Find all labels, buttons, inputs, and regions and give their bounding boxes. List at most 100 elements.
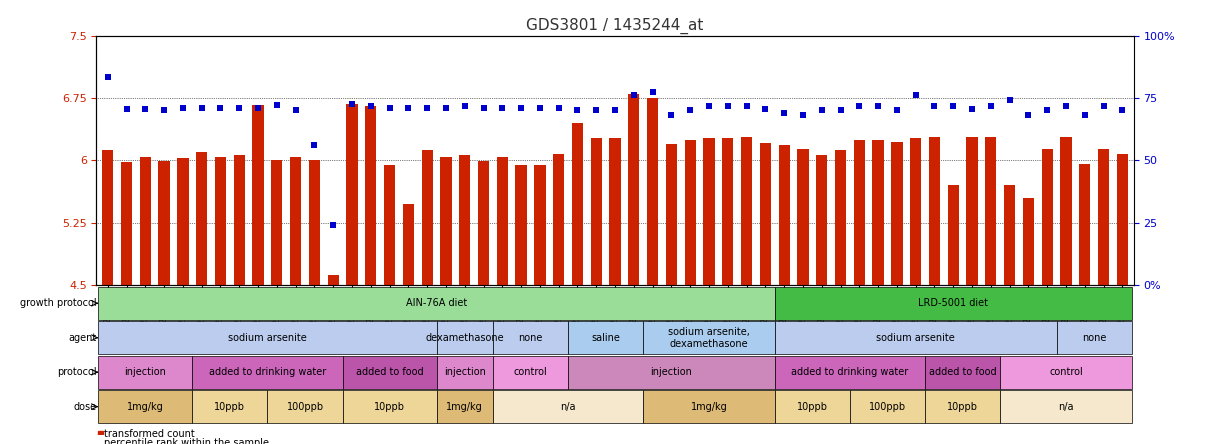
Bar — [609, 138, 621, 444]
Point — [229, 104, 248, 111]
Bar — [554, 154, 564, 444]
Point — [399, 104, 418, 111]
Point — [474, 104, 493, 111]
Bar — [197, 152, 207, 444]
Point — [568, 107, 587, 114]
FancyBboxPatch shape — [774, 390, 850, 423]
FancyBboxPatch shape — [493, 390, 643, 423]
Bar — [703, 138, 715, 444]
Point — [831, 107, 850, 114]
Point — [136, 105, 156, 112]
Bar — [797, 149, 808, 444]
Bar — [779, 146, 790, 444]
Bar — [854, 140, 865, 444]
Bar — [309, 159, 320, 444]
Point — [718, 103, 737, 110]
Bar — [722, 138, 733, 444]
Point — [888, 107, 907, 114]
FancyBboxPatch shape — [493, 321, 568, 354]
Point — [286, 107, 305, 114]
FancyBboxPatch shape — [850, 390, 925, 423]
Point — [794, 111, 813, 118]
Point — [1037, 107, 1056, 114]
Point — [549, 104, 568, 111]
Text: sodium arsenite: sodium arsenite — [877, 333, 955, 343]
Point — [699, 103, 719, 110]
Text: injection: injection — [124, 367, 166, 377]
Bar — [929, 137, 941, 444]
Point — [586, 107, 605, 114]
Point — [248, 104, 268, 111]
Bar — [985, 137, 996, 444]
FancyBboxPatch shape — [343, 356, 437, 388]
Bar — [948, 186, 959, 444]
Bar — [403, 204, 414, 444]
Text: growth protocol: growth protocol — [21, 298, 96, 308]
Point — [737, 103, 756, 110]
Bar — [1079, 164, 1090, 444]
Text: added to drinking water: added to drinking water — [209, 367, 326, 377]
Point — [850, 103, 870, 110]
Bar — [365, 106, 376, 444]
FancyBboxPatch shape — [192, 390, 268, 423]
Bar — [534, 165, 545, 444]
Point — [211, 104, 230, 111]
Point — [305, 142, 324, 149]
Text: protocol: protocol — [57, 367, 96, 377]
Bar — [140, 157, 151, 444]
Text: 100ppb: 100ppb — [287, 402, 323, 412]
Point — [361, 103, 380, 110]
Text: control: control — [514, 367, 548, 377]
Text: sodium arsenite,
dexamethasone: sodium arsenite, dexamethasone — [668, 327, 750, 349]
Bar — [740, 137, 753, 444]
Bar — [440, 157, 451, 444]
FancyBboxPatch shape — [774, 321, 1056, 354]
Text: 10ppb: 10ppb — [797, 402, 827, 412]
Bar — [591, 138, 602, 444]
Point — [531, 104, 550, 111]
Title: GDS3801 / 1435244_at: GDS3801 / 1435244_at — [526, 18, 704, 34]
Text: percentile rank within the sample: percentile rank within the sample — [105, 438, 269, 444]
Point — [343, 100, 362, 107]
Bar — [384, 165, 396, 444]
Text: none: none — [519, 333, 543, 343]
Bar — [666, 144, 677, 444]
Point — [174, 104, 193, 111]
Text: 10ppb: 10ppb — [215, 402, 245, 412]
FancyBboxPatch shape — [925, 356, 1000, 388]
FancyBboxPatch shape — [99, 390, 192, 423]
Text: dexamethasone: dexamethasone — [426, 333, 504, 343]
Point — [511, 104, 531, 111]
Point — [962, 105, 982, 112]
FancyBboxPatch shape — [568, 321, 643, 354]
Text: LRD-5001 diet: LRD-5001 diet — [918, 298, 988, 308]
Point — [268, 101, 287, 108]
FancyBboxPatch shape — [1000, 390, 1131, 423]
FancyBboxPatch shape — [192, 356, 343, 388]
Point — [380, 104, 399, 111]
FancyBboxPatch shape — [437, 321, 493, 354]
Point — [756, 105, 775, 112]
FancyBboxPatch shape — [774, 287, 1131, 320]
Text: 1mg/kg: 1mg/kg — [127, 402, 164, 412]
FancyBboxPatch shape — [643, 321, 774, 354]
Point — [643, 89, 662, 96]
Point — [1000, 96, 1019, 103]
Text: 1mg/kg: 1mg/kg — [691, 402, 727, 412]
FancyBboxPatch shape — [268, 390, 343, 423]
Bar — [99, 431, 103, 438]
Point — [192, 104, 211, 111]
Point — [437, 104, 456, 111]
FancyBboxPatch shape — [1000, 356, 1131, 388]
FancyBboxPatch shape — [643, 390, 774, 423]
Text: added to food: added to food — [356, 367, 423, 377]
FancyBboxPatch shape — [99, 356, 192, 388]
Text: transformed count: transformed count — [105, 429, 195, 440]
Text: n/a: n/a — [561, 402, 575, 412]
Point — [1075, 111, 1094, 118]
Point — [943, 103, 962, 110]
Bar — [346, 104, 358, 444]
Text: 100ppb: 100ppb — [870, 402, 906, 412]
Bar — [271, 159, 282, 444]
Point — [1056, 103, 1076, 110]
